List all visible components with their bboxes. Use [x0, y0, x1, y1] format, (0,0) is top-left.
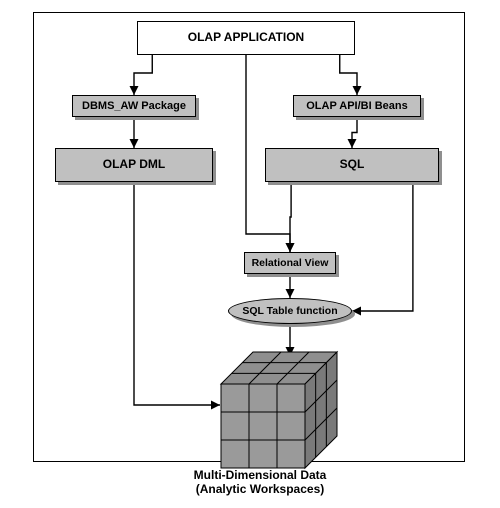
node-sql-table-function: SQL Table function — [228, 298, 352, 324]
node-label: OLAP DML — [103, 158, 165, 172]
node-label: SQL Table function — [242, 305, 337, 317]
node-olap-api-bi-beans: OLAP API/BI Beans — [293, 95, 421, 117]
cube-multi-dimensional-data — [221, 352, 339, 470]
node-label: SQL — [340, 158, 365, 172]
node-label: DBMS_AW Package — [82, 100, 186, 113]
diagram-canvas: OLAP APPLICATION DBMS_AW Package OLAP AP… — [0, 0, 500, 508]
node-olap-application: OLAP APPLICATION — [137, 21, 355, 55]
node-olap-dml: OLAP DML — [55, 148, 213, 182]
node-label: Relational View — [252, 257, 329, 269]
caption-multi-dimensional-data: Multi-Dimensional Data (Analytic Workspa… — [150, 468, 370, 497]
node-sql: SQL — [265, 148, 439, 182]
node-dbms-aw-package: DBMS_AW Package — [72, 95, 196, 117]
node-label: OLAP API/BI Beans — [306, 100, 407, 113]
node-relational-view: Relational View — [244, 252, 336, 274]
node-label: OLAP APPLICATION — [188, 31, 304, 45]
caption-text: Multi-Dimensional Data (Analytic Workspa… — [194, 468, 327, 496]
